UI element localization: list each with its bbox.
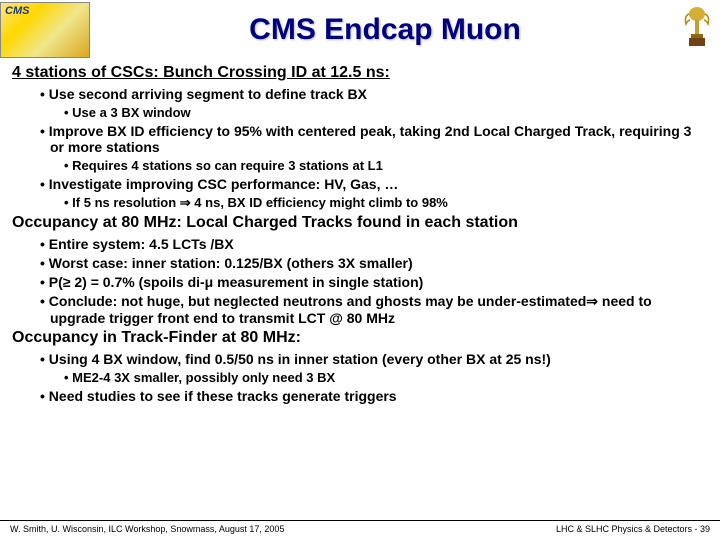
cms-logo-text: CMS: [5, 5, 29, 17]
slide-header: CMS CMS Endcap Muon: [0, 0, 720, 60]
section-heading-1: 4 stations of CSCs: Bunch Crossing ID at…: [12, 64, 708, 82]
section-heading-2: Occupancy at 80 MHz: Local Charged Track…: [12, 214, 708, 232]
bullet-item: Entire system: 4.5 LCTs /BX: [40, 236, 708, 252]
bullet-item: Using 4 BX window, find 0.5/50 ns in inn…: [40, 351, 708, 367]
slide-title: CMS Endcap Muon: [90, 13, 720, 47]
bullet-item: Investigate improving CSC performance: H…: [40, 176, 708, 192]
bullet-item: Requires 4 stations so can require 3 sta…: [64, 158, 708, 173]
slide-footer: W. Smith, U. Wisconsin, ILC Workshop, Sn…: [0, 520, 720, 534]
bullet-item: Worst case: inner station: 0.125/BX (oth…: [40, 255, 708, 271]
trophy-icon: [682, 6, 712, 50]
bullet-item: Improve BX ID efficiency to 95% with cen…: [40, 123, 708, 155]
bullet-item: P(≥ 2) = 0.7% (spoils di-μ measurement i…: [40, 274, 708, 290]
cms-logo: CMS: [0, 2, 90, 58]
footer-left: W. Smith, U. Wisconsin, ILC Workshop, Sn…: [10, 524, 284, 534]
section-heading-3: Occupancy in Track-Finder at 80 MHz:: [12, 329, 708, 347]
bullet-item: ME2-4 3X smaller, possibly only need 3 B…: [64, 370, 708, 385]
bullet-item: If 5 ns resolution ⇒ 4 ns, BX ID efficie…: [64, 195, 708, 211]
slide-content: 4 stations of CSCs: Bunch Crossing ID at…: [0, 60, 720, 404]
bullet-item: Need studies to see if these tracks gene…: [40, 388, 708, 404]
bullet-item: Use a 3 BX window: [64, 105, 708, 120]
footer-right: LHC & SLHC Physics & Detectors - 39: [556, 524, 710, 534]
bullet-item: Use second arriving segment to define tr…: [40, 86, 708, 102]
bullet-item: Conclude: not huge, but neglected neutro…: [40, 293, 708, 326]
